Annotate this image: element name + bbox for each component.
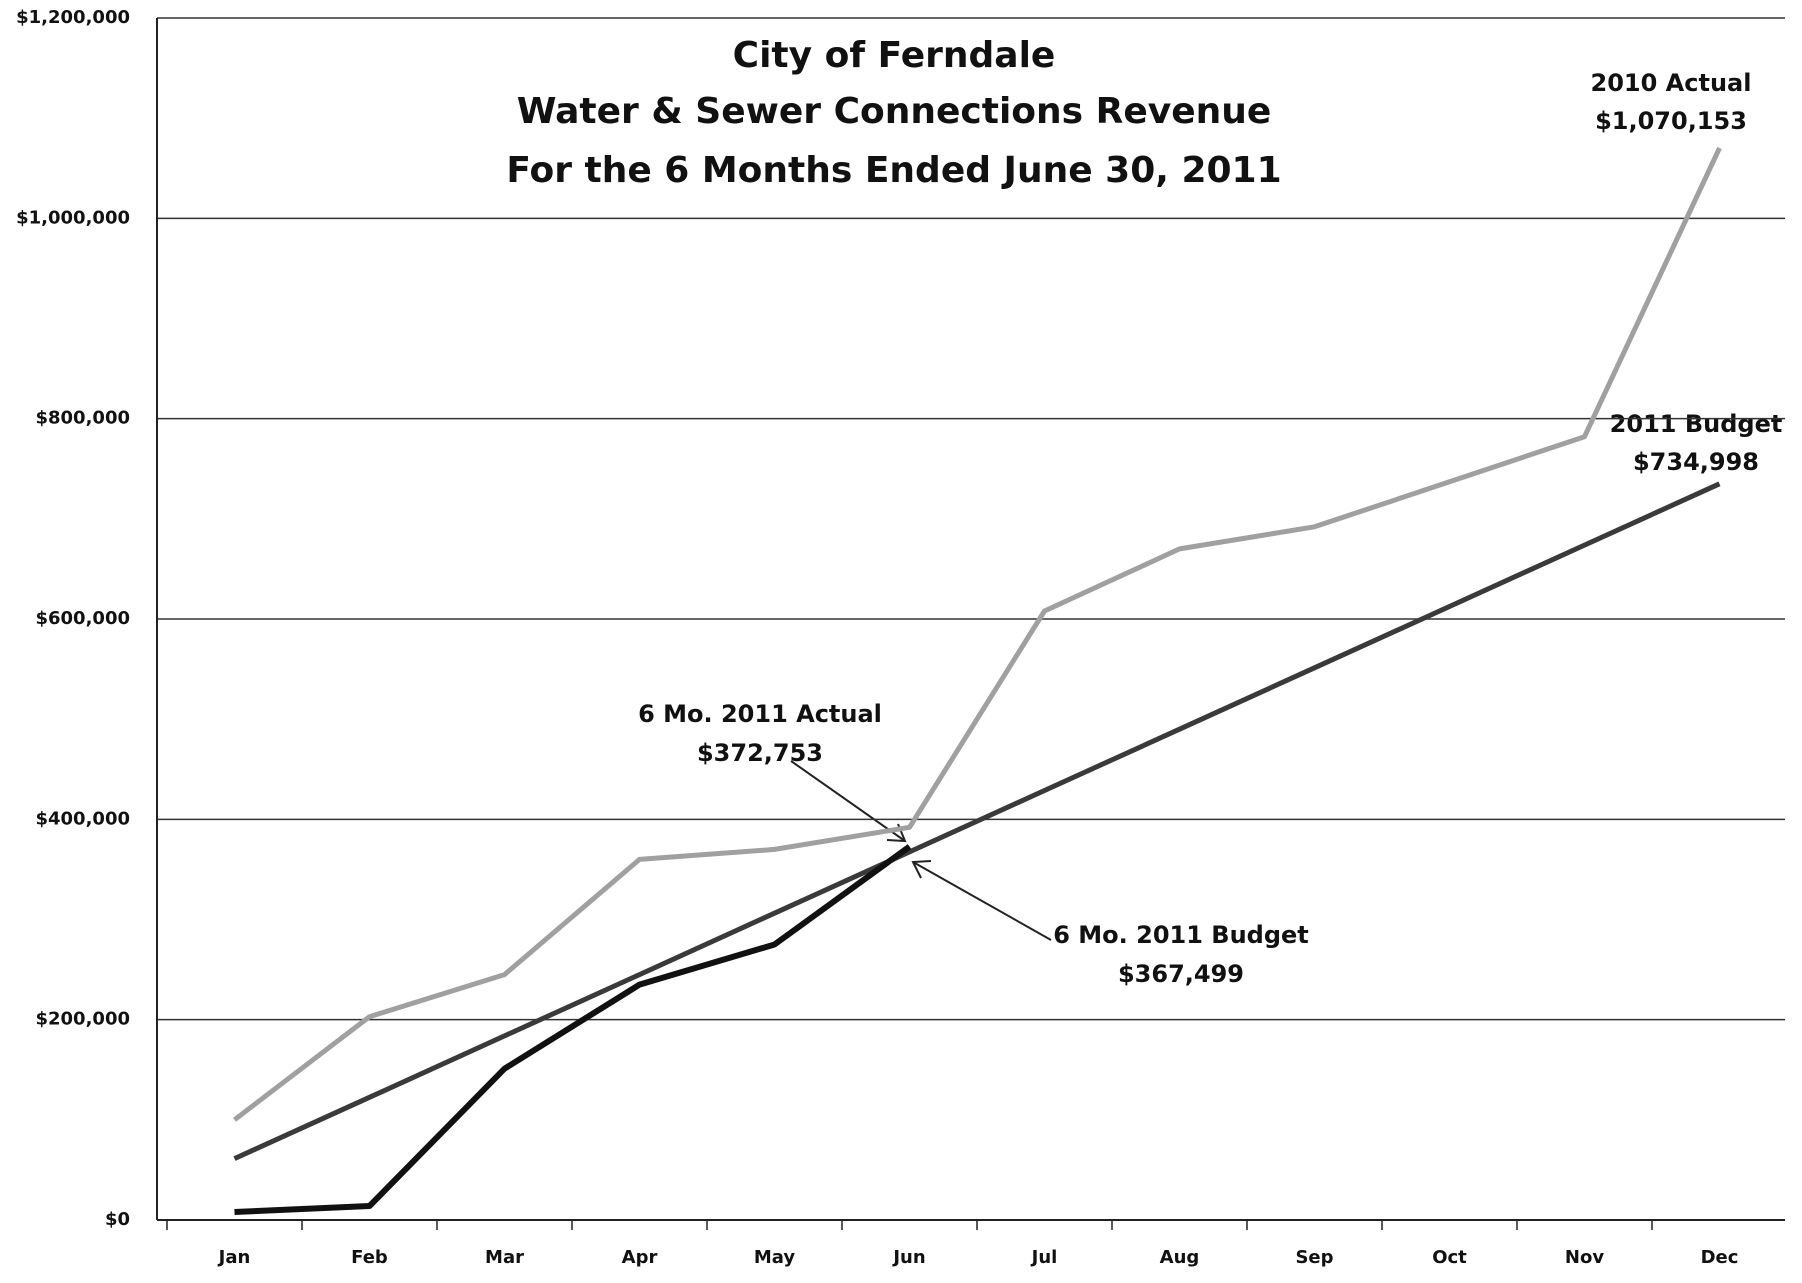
x-tick-label: Jul	[1030, 1247, 1058, 1268]
x-tick-label: Sep	[1295, 1247, 1333, 1268]
x-tick-label: Apr	[622, 1247, 658, 1268]
annotation: 2010 Actual	[1591, 69, 1752, 97]
x-tick-label: Aug	[1160, 1247, 1200, 1268]
x-tick-label: Feb	[351, 1247, 388, 1268]
x-tick-label: Oct	[1432, 1247, 1467, 1268]
arrow	[912, 861, 1052, 941]
y-tick-label: $200,000	[35, 1009, 130, 1030]
series-line	[233, 481, 1721, 1161]
series-line	[232, 147, 1722, 1122]
x-tick-label: Mar	[485, 1247, 524, 1268]
series-line	[234, 844, 912, 1215]
chart-title: City of Ferndale	[733, 35, 1056, 76]
annotation: 6 Mo. 2011 Actual	[638, 700, 882, 728]
annotation: $372,753	[697, 739, 823, 767]
y-tick-label: $800,000	[35, 408, 130, 429]
annotation-arrows	[790, 760, 1052, 941]
arrow	[790, 760, 906, 842]
y-tick-label: $400,000	[35, 808, 130, 829]
x-tick-label: Nov	[1565, 1247, 1604, 1268]
chart-title: For the 6 Months Ended June 30, 2011	[506, 150, 1281, 191]
arrow-head	[911, 860, 932, 879]
annotation: $734,998	[1633, 448, 1759, 476]
y-tick-label: $1,200,000	[16, 7, 130, 28]
x-tick-label: Dec	[1701, 1247, 1739, 1268]
x-tick-label: May	[754, 1247, 796, 1268]
annotation: $367,499	[1118, 960, 1244, 988]
annotation: $1,070,153	[1595, 107, 1747, 135]
y-tick-label: $600,000	[35, 608, 130, 629]
x-tick-label: Jun	[891, 1247, 925, 1268]
chart-title: Water & Sewer Connections Revenue	[517, 91, 1272, 132]
annotation: 2011 Budget	[1610, 410, 1783, 438]
y-tick-label: $1,000,000	[16, 207, 130, 228]
x-tick-label: Jan	[217, 1247, 251, 1268]
y-tick-label: $0	[105, 1209, 130, 1230]
annotation: 6 Mo. 2011 Budget	[1053, 921, 1309, 949]
